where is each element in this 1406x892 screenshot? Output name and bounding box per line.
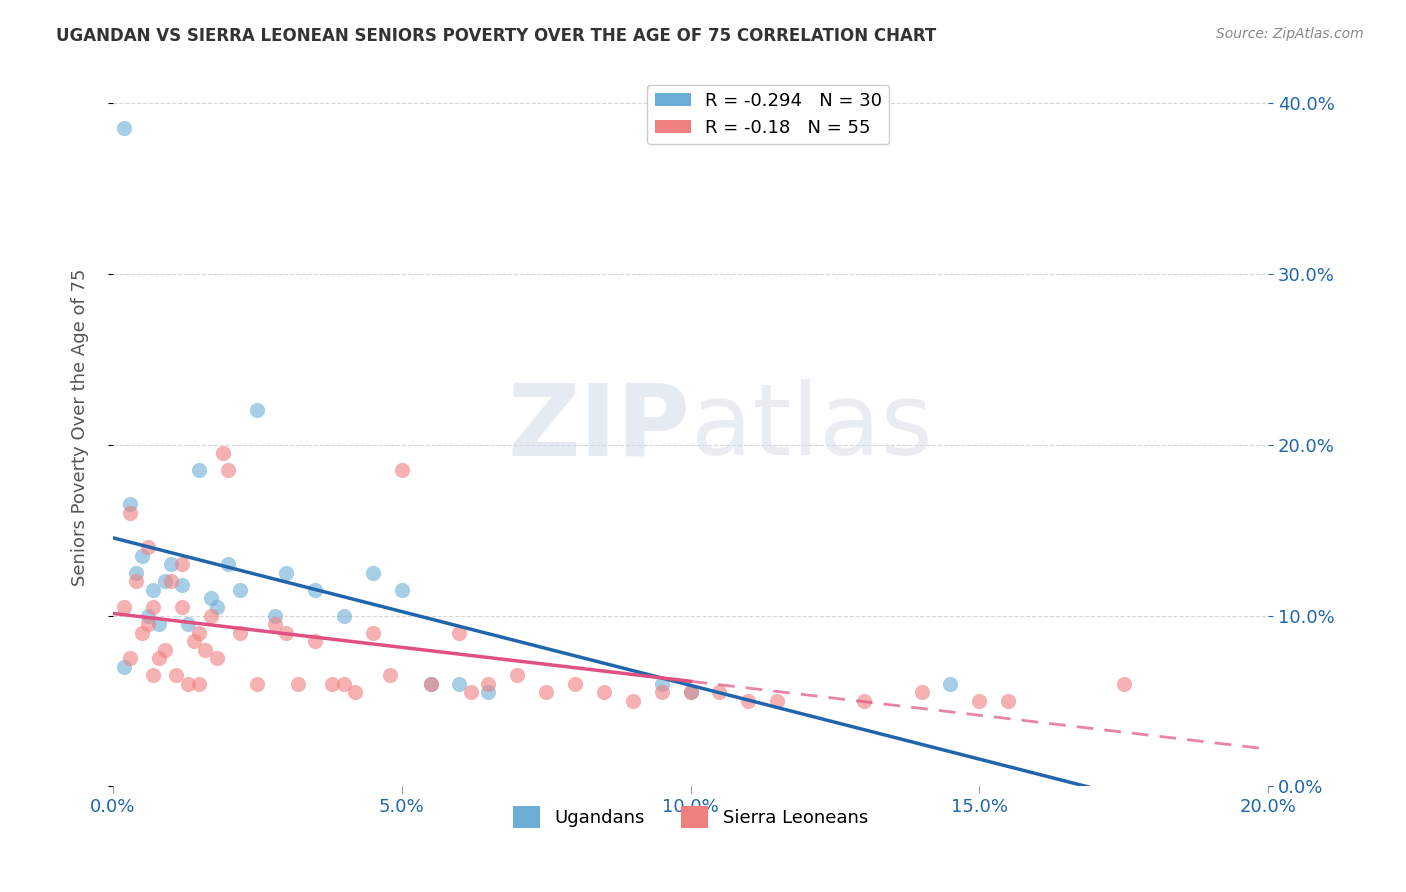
Point xyxy=(177,617,200,632)
Point xyxy=(125,566,148,580)
Point xyxy=(131,549,153,563)
Point xyxy=(125,574,148,589)
Point xyxy=(188,463,211,477)
Point xyxy=(263,608,285,623)
Point xyxy=(449,625,471,640)
Point xyxy=(205,651,228,665)
Text: Source: ZipAtlas.com: Source: ZipAtlas.com xyxy=(1216,27,1364,41)
Point xyxy=(142,668,165,682)
Point xyxy=(287,677,309,691)
Point xyxy=(1112,677,1135,691)
Point xyxy=(939,677,962,691)
Point xyxy=(159,574,181,589)
Point xyxy=(194,642,217,657)
Text: UGANDAN VS SIERRA LEONEAN SENIORS POVERTY OVER THE AGE OF 75 CORRELATION CHART: UGANDAN VS SIERRA LEONEAN SENIORS POVERT… xyxy=(56,27,936,45)
Point xyxy=(183,634,205,648)
Point xyxy=(229,625,252,640)
Point xyxy=(621,694,644,708)
Point xyxy=(449,677,471,691)
Point xyxy=(651,677,673,691)
Point xyxy=(564,677,586,691)
Point xyxy=(172,578,194,592)
Point xyxy=(205,599,228,614)
Point xyxy=(276,625,298,640)
Point xyxy=(304,634,326,648)
Point xyxy=(344,685,367,699)
Point xyxy=(200,608,222,623)
Point xyxy=(177,677,200,691)
Point xyxy=(120,651,142,665)
Text: atlas: atlas xyxy=(690,379,932,476)
Point xyxy=(419,677,441,691)
Point xyxy=(333,608,356,623)
Point xyxy=(165,668,187,682)
Point xyxy=(148,651,170,665)
Point xyxy=(679,685,702,699)
Point xyxy=(263,617,285,632)
Point xyxy=(534,685,557,699)
Point xyxy=(200,591,222,606)
Point xyxy=(229,582,252,597)
Point xyxy=(188,625,211,640)
Point xyxy=(142,599,165,614)
Point xyxy=(477,677,499,691)
Point xyxy=(391,582,413,597)
Point xyxy=(112,599,135,614)
Legend: Ugandans, Sierra Leoneans: Ugandans, Sierra Leoneans xyxy=(506,798,875,835)
Point xyxy=(592,685,614,699)
Point xyxy=(391,463,413,477)
Point xyxy=(419,677,441,691)
Point xyxy=(246,677,269,691)
Point xyxy=(112,121,135,136)
Text: ZIP: ZIP xyxy=(508,379,690,476)
Point xyxy=(378,668,401,682)
Point xyxy=(333,677,356,691)
Point xyxy=(361,566,384,580)
Point xyxy=(211,446,233,460)
Point xyxy=(709,685,731,699)
Point xyxy=(120,497,142,511)
Point xyxy=(120,506,142,520)
Point xyxy=(852,694,875,708)
Point xyxy=(679,685,702,699)
Point xyxy=(651,685,673,699)
Point xyxy=(136,617,159,632)
Point xyxy=(477,685,499,699)
Y-axis label: Seniors Poverty Over the Age of 75: Seniors Poverty Over the Age of 75 xyxy=(72,268,89,586)
Point xyxy=(506,668,529,682)
Point xyxy=(188,677,211,691)
Point xyxy=(321,677,343,691)
Point xyxy=(997,694,1019,708)
Point xyxy=(910,685,932,699)
Point xyxy=(148,617,170,632)
Point xyxy=(136,540,159,554)
Point xyxy=(112,660,135,674)
Point xyxy=(217,558,239,572)
Point xyxy=(131,625,153,640)
Point xyxy=(159,558,181,572)
Point xyxy=(142,582,165,597)
Point xyxy=(737,694,759,708)
Point xyxy=(153,574,176,589)
Point xyxy=(153,642,176,657)
Point xyxy=(969,694,991,708)
Point xyxy=(361,625,384,640)
Point xyxy=(460,685,482,699)
Point xyxy=(766,694,789,708)
Point xyxy=(172,599,194,614)
Point xyxy=(172,558,194,572)
Point xyxy=(136,608,159,623)
Point xyxy=(276,566,298,580)
Point xyxy=(246,403,269,417)
Point xyxy=(217,463,239,477)
Point xyxy=(304,582,326,597)
